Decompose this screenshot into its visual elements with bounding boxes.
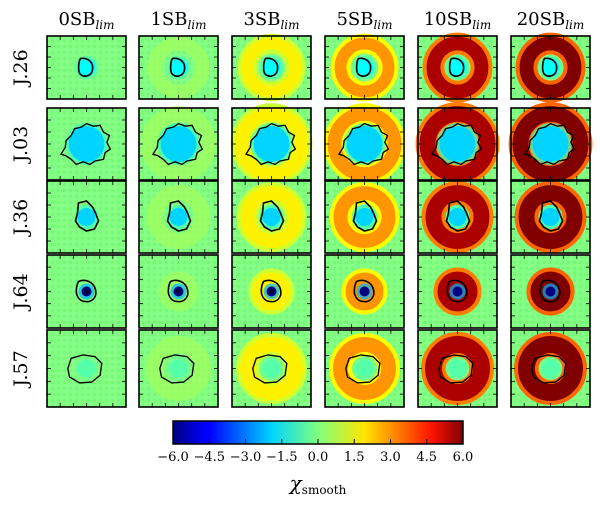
contour [67, 354, 103, 384]
contour [74, 200, 100, 232]
panel-grid [46, 32, 593, 408]
residual-panel [230, 103, 313, 185]
contour [345, 354, 381, 384]
row-labels: J.26 J.03 J.36 J.64 J.57 [10, 49, 32, 388]
residual-panel [138, 35, 219, 100]
contour [75, 279, 97, 303]
residual-panel [323, 103, 406, 185]
contour [531, 354, 567, 384]
contour [352, 200, 378, 232]
residual-panel [510, 254, 591, 329]
residual-panel [138, 180, 219, 254]
contour [448, 57, 465, 77]
contour [77, 57, 94, 77]
residual-panel [231, 33, 312, 102]
colorbar-tick-label: −4.5 [193, 450, 225, 465]
contour [430, 122, 483, 166]
colorbar: −6.0 −4.5 −3.0 −1.5 0.0 1.5 3.0 4.5 6.0 χsmooth [157, 420, 474, 497]
contour [538, 200, 564, 232]
contour [523, 122, 576, 166]
contour [445, 200, 471, 232]
contour [539, 279, 561, 303]
contour [541, 57, 558, 77]
residual-panel [46, 254, 127, 329]
column-title: 1SBlim [150, 9, 206, 32]
contour [167, 279, 189, 303]
residual-panel [231, 329, 312, 408]
residual-panel [417, 254, 498, 329]
residual-panel [46, 329, 127, 408]
contour [59, 122, 112, 166]
contour [169, 57, 186, 77]
row-label: J.03 [10, 126, 32, 164]
colorbar-tick-label: 4.5 [416, 450, 437, 465]
contour [252, 354, 288, 384]
residual-panel [46, 107, 127, 181]
residual-panel [324, 329, 405, 408]
contour [260, 279, 282, 303]
residual-panel [508, 102, 593, 186]
residual-panel [138, 329, 219, 408]
contour [438, 354, 474, 384]
residual-panel [417, 180, 498, 254]
residual-panel [138, 106, 219, 182]
column-title: 0SBlim [58, 9, 114, 32]
row-label: J.26 [10, 49, 32, 87]
colorbar-tick-label: 0.0 [308, 450, 329, 465]
residual-panel [231, 254, 312, 329]
contour [446, 279, 468, 303]
contour [166, 200, 192, 232]
colorbar-tick-label: −3.0 [230, 450, 262, 465]
residual-panel [417, 32, 498, 103]
residual-panel [510, 32, 591, 103]
contour [262, 57, 279, 77]
residual-panel [324, 180, 405, 254]
residual-panel [46, 180, 127, 254]
contour [159, 354, 195, 384]
residual-panel [324, 33, 405, 102]
contour [355, 57, 372, 77]
colorbar-tick-label: −1.5 [266, 450, 298, 465]
residual-panel [138, 254, 219, 329]
contour [244, 122, 297, 166]
column-title: 3SBlim [243, 9, 299, 32]
residual-panel [510, 180, 591, 254]
row-label: J.36 [10, 199, 32, 237]
colorbar-tick-label: 3.0 [380, 450, 401, 465]
row-label: J.64 [10, 273, 32, 311]
contour [151, 122, 204, 166]
contour [337, 122, 390, 166]
colorbar-tick-label: −6.0 [157, 450, 189, 465]
residual-panel [324, 254, 405, 329]
residual-panel [231, 180, 312, 254]
column-titles: 0SBlim 1SBlim 3SBlim 5SBlim 10SBlim 20SBlim [58, 9, 584, 32]
row-label: J.57 [10, 350, 32, 388]
column-title: 5SBlim [336, 9, 392, 32]
colorbar-tick-label: 6.0 [453, 450, 474, 465]
contour [259, 200, 285, 232]
column-title: 10SBlim [424, 9, 492, 32]
column-title: 20SBlim [517, 9, 585, 32]
colorbar-label: χsmooth [288, 471, 347, 497]
residual-panel [417, 329, 498, 408]
contour [353, 279, 375, 303]
residual-panel [46, 35, 127, 100]
residual-panel [510, 329, 591, 408]
residual-panel [415, 102, 500, 186]
colorbar-tick-label: 1.5 [344, 450, 365, 465]
